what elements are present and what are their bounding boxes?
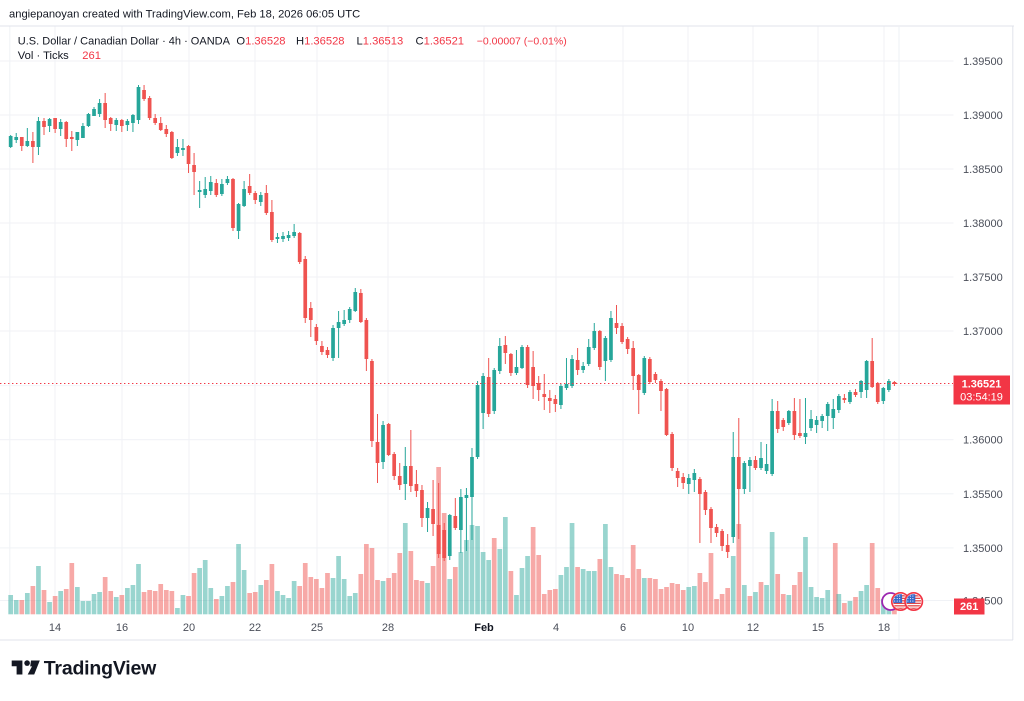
svg-text:O1.36528: O1.36528 xyxy=(236,36,285,48)
svg-text:1.36000: 1.36000 xyxy=(963,435,1003,447)
svg-text:1.38500: 1.38500 xyxy=(963,164,1003,176)
svg-text:L1.36513: L1.36513 xyxy=(357,36,404,48)
svg-text:28: 28 xyxy=(382,622,394,634)
svg-text:6: 6 xyxy=(620,622,626,634)
svg-text:1.39000: 1.39000 xyxy=(963,110,1003,122)
svg-text:1.35500: 1.35500 xyxy=(963,489,1003,501)
svg-text:12: 12 xyxy=(747,622,759,634)
svg-text:1.36521: 1.36521 xyxy=(962,379,1002,391)
svg-text:1.38000: 1.38000 xyxy=(963,218,1003,230)
svg-text:15: 15 xyxy=(812,622,824,634)
svg-text:C1.36521: C1.36521 xyxy=(416,36,465,48)
svg-text:TradingView: TradingView xyxy=(44,657,157,679)
svg-text:14: 14 xyxy=(49,622,61,634)
svg-text:10: 10 xyxy=(682,622,694,634)
svg-text:03:54:19: 03:54:19 xyxy=(960,392,1003,404)
svg-text:261: 261 xyxy=(82,50,101,62)
svg-text:261: 261 xyxy=(960,601,978,613)
svg-text:1.37000: 1.37000 xyxy=(963,326,1003,338)
svg-text:25: 25 xyxy=(311,622,323,634)
svg-text:4: 4 xyxy=(553,622,559,634)
svg-text:18: 18 xyxy=(878,622,890,634)
svg-text:22: 22 xyxy=(249,622,261,634)
svg-text:Vol · Ticks: Vol · Ticks xyxy=(18,50,69,62)
svg-text:1.39500: 1.39500 xyxy=(963,56,1003,68)
svg-text:U.S. Dollar / Canadian Dollar: U.S. Dollar / Canadian Dollar · 4h · OAN… xyxy=(18,36,231,48)
svg-text:angiepanoyan created with Trad: angiepanoyan created with TradingView.co… xyxy=(9,9,360,21)
svg-text:20: 20 xyxy=(183,622,195,634)
svg-text:−0.00007 (−0.01%): −0.00007 (−0.01%) xyxy=(477,36,567,48)
svg-text:1.35000: 1.35000 xyxy=(963,543,1003,555)
svg-text:Feb: Feb xyxy=(474,622,494,634)
svg-text:1.37500: 1.37500 xyxy=(963,272,1003,284)
svg-text:H1.36528: H1.36528 xyxy=(296,36,345,48)
svg-text:16: 16 xyxy=(116,622,128,634)
